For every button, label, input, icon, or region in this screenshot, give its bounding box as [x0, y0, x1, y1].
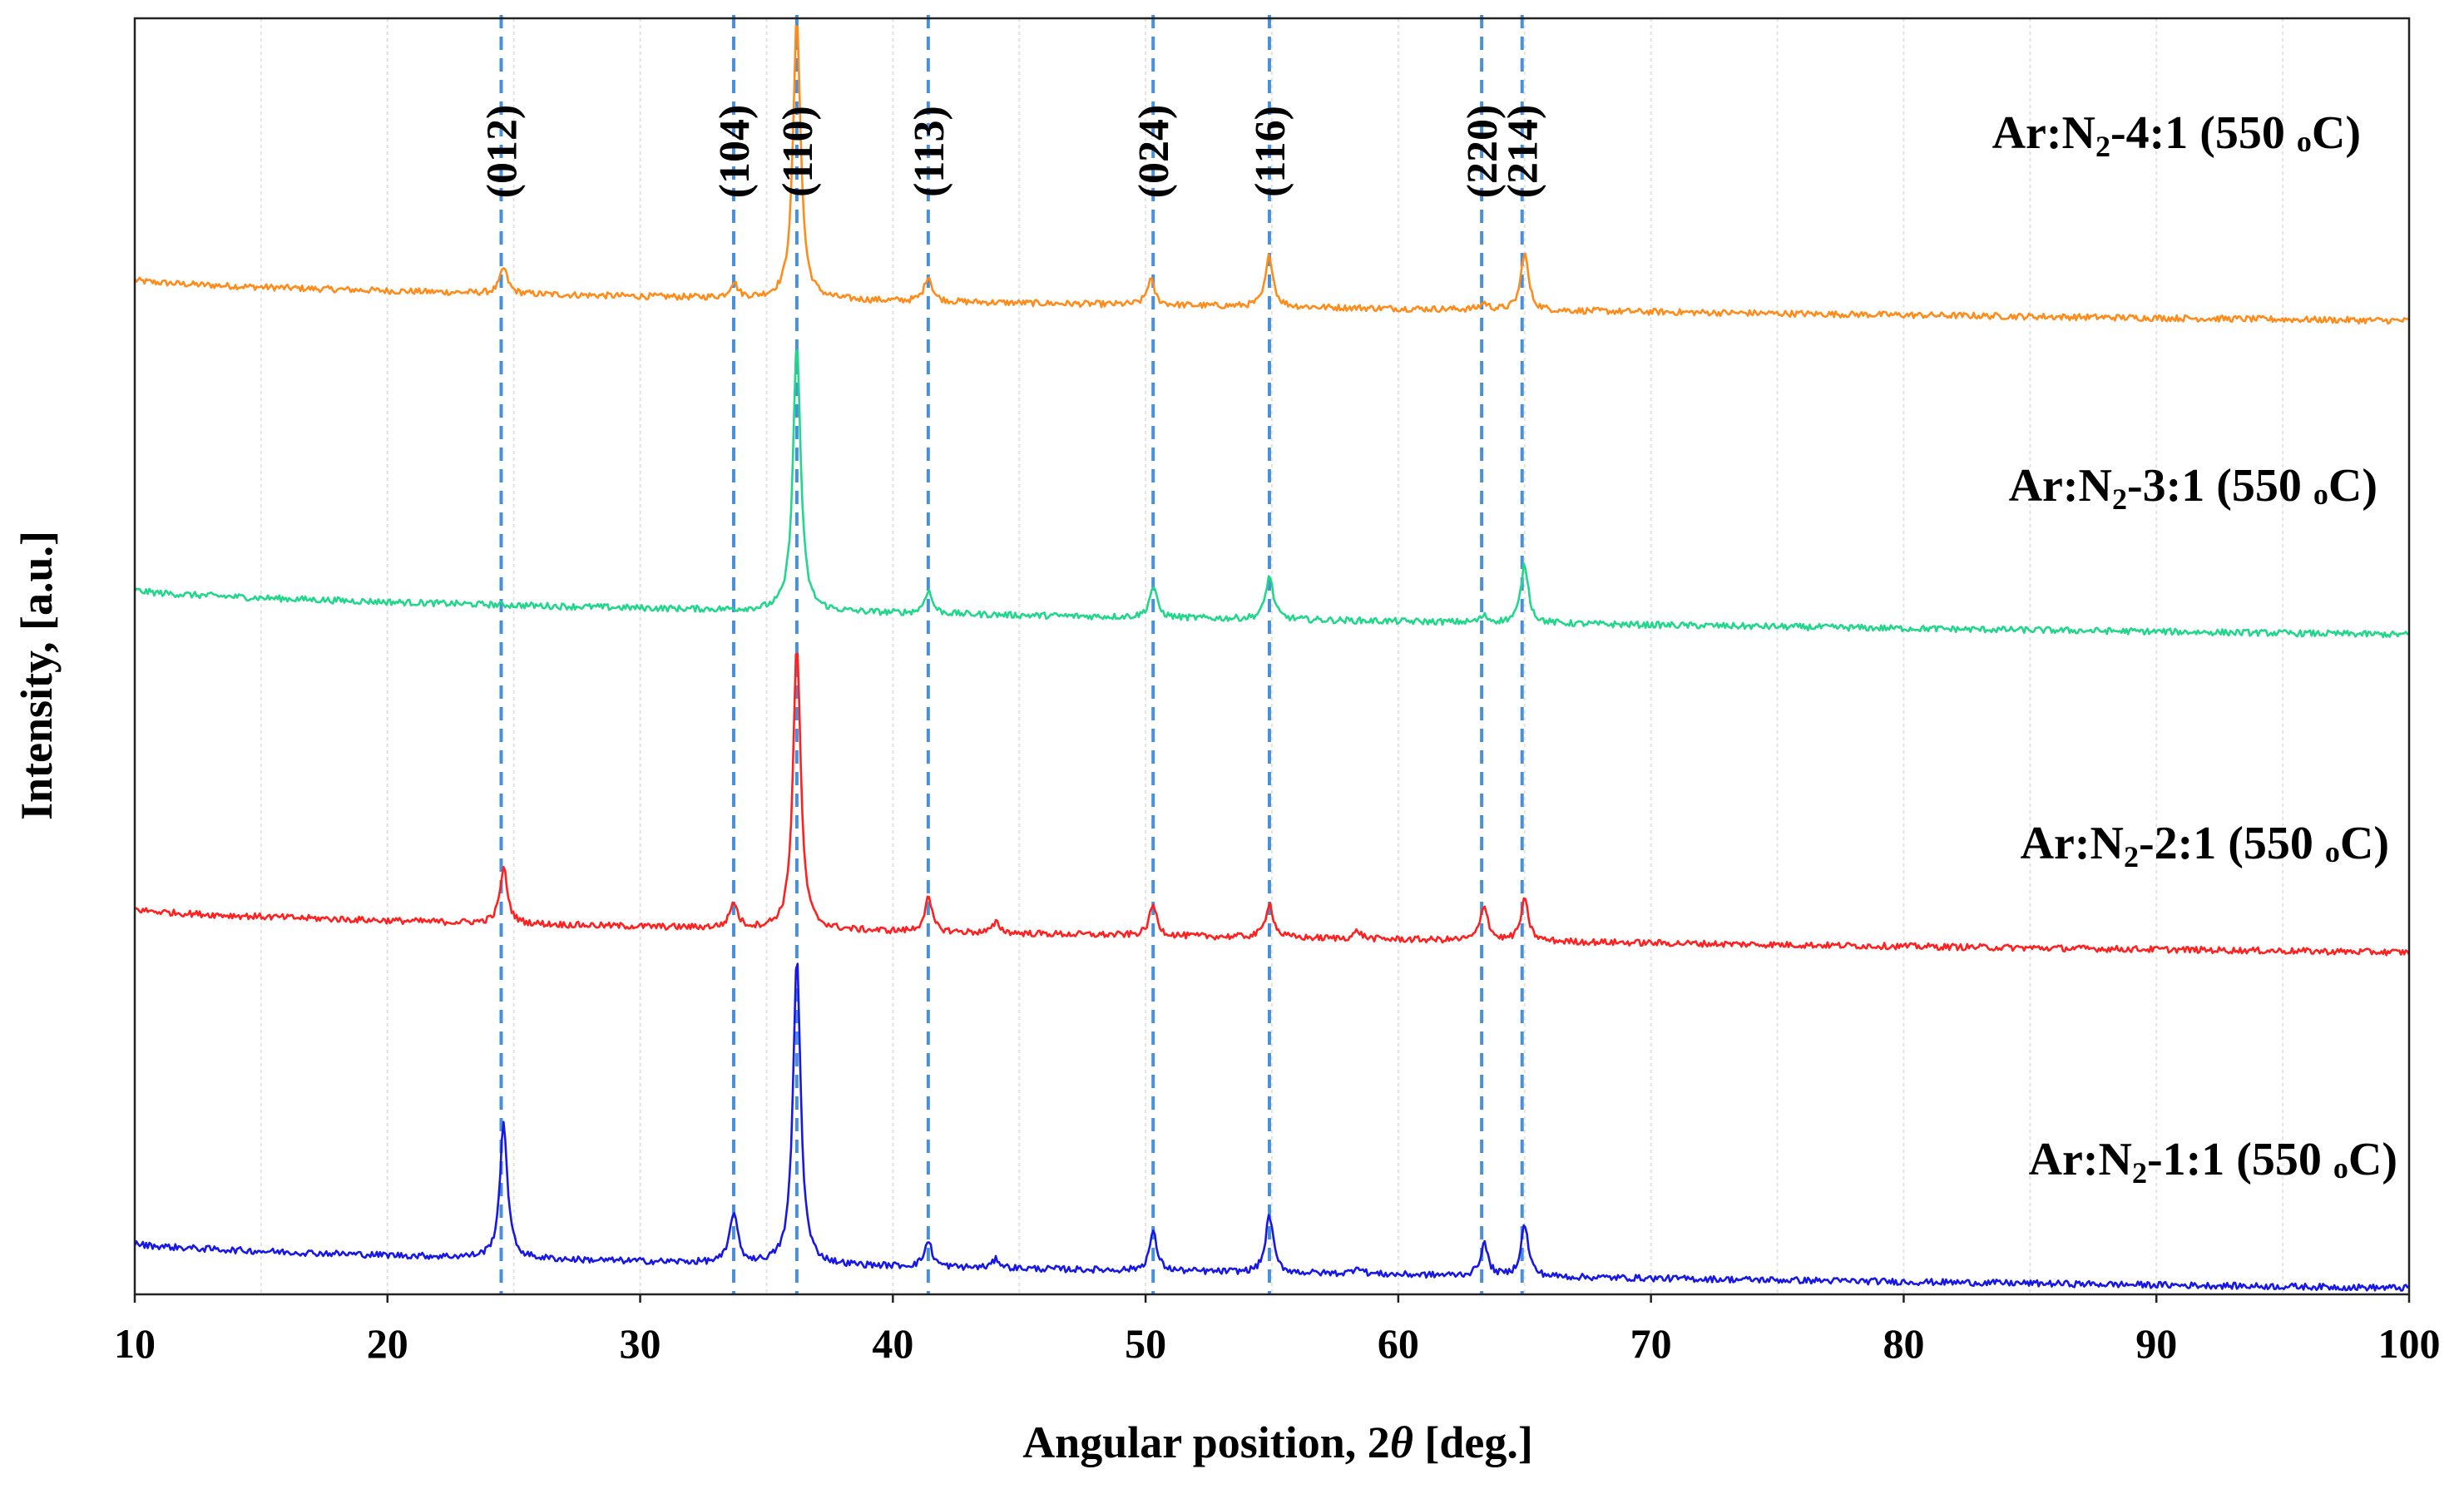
x-tick-label: 80: [1883, 1320, 1924, 1367]
peak-label: (110): [774, 106, 822, 197]
peak-label: (024): [1131, 105, 1178, 199]
peak-label: (116): [1247, 106, 1294, 197]
series-label: Ar:N2-2:1 (550 oC): [2021, 818, 2389, 873]
plot-frame: [133, 17, 2411, 1296]
series-lines: [133, 25, 2411, 1292]
x-tick-label: 60: [1378, 1320, 1419, 1367]
peak-label: (113): [906, 106, 953, 197]
x-axis-title: Angular position, 2θ [deg.]: [1022, 1417, 1533, 1467]
peak-marker-lines: [499, 15, 1524, 1294]
series-label: Ar:N2-1:1 (550 oC): [2029, 1134, 2397, 1190]
series-label: Ar:N2-3:1 (550 oC): [2009, 460, 2377, 516]
y-axis-title: Intensity, [a.u.]: [12, 531, 62, 820]
series-line: [133, 962, 2410, 1292]
series-line: [134, 652, 2411, 957]
peak-labels: (012) (104) (110) (113) (024) (116) (220)(214): [478, 105, 1546, 199]
peak-label: (012): [478, 105, 526, 199]
x-tick-label: 100: [2378, 1320, 2441, 1367]
x-tick-label: 70: [1630, 1320, 1672, 1367]
axes: [133, 17, 2411, 1296]
series-line: [133, 349, 2410, 639]
series-line: [133, 25, 2410, 325]
x-tick-label: 20: [367, 1320, 408, 1367]
x-tick-labels: 10 20 30 40 50 60 70 80 90 100: [114, 1294, 2441, 1367]
series-label: Ar:N2-4:1 (550 oC): [1992, 107, 2361, 163]
x-tick-label: 30: [620, 1320, 661, 1367]
peak-label: (214): [1500, 105, 1547, 199]
x-tick-label: 40: [872, 1320, 913, 1367]
x-tick-label: 10: [114, 1320, 156, 1367]
x-tick-label: 90: [2135, 1320, 2177, 1367]
x-tick-label: 50: [1125, 1320, 1166, 1367]
peak-label: (220): [1459, 105, 1507, 199]
series-labels: Ar:N2-4:1 (550 oC) Ar:N2-3:1 (550 oC) Ar:N…: [1992, 107, 2397, 1190]
peak-label: (104): [711, 105, 759, 199]
